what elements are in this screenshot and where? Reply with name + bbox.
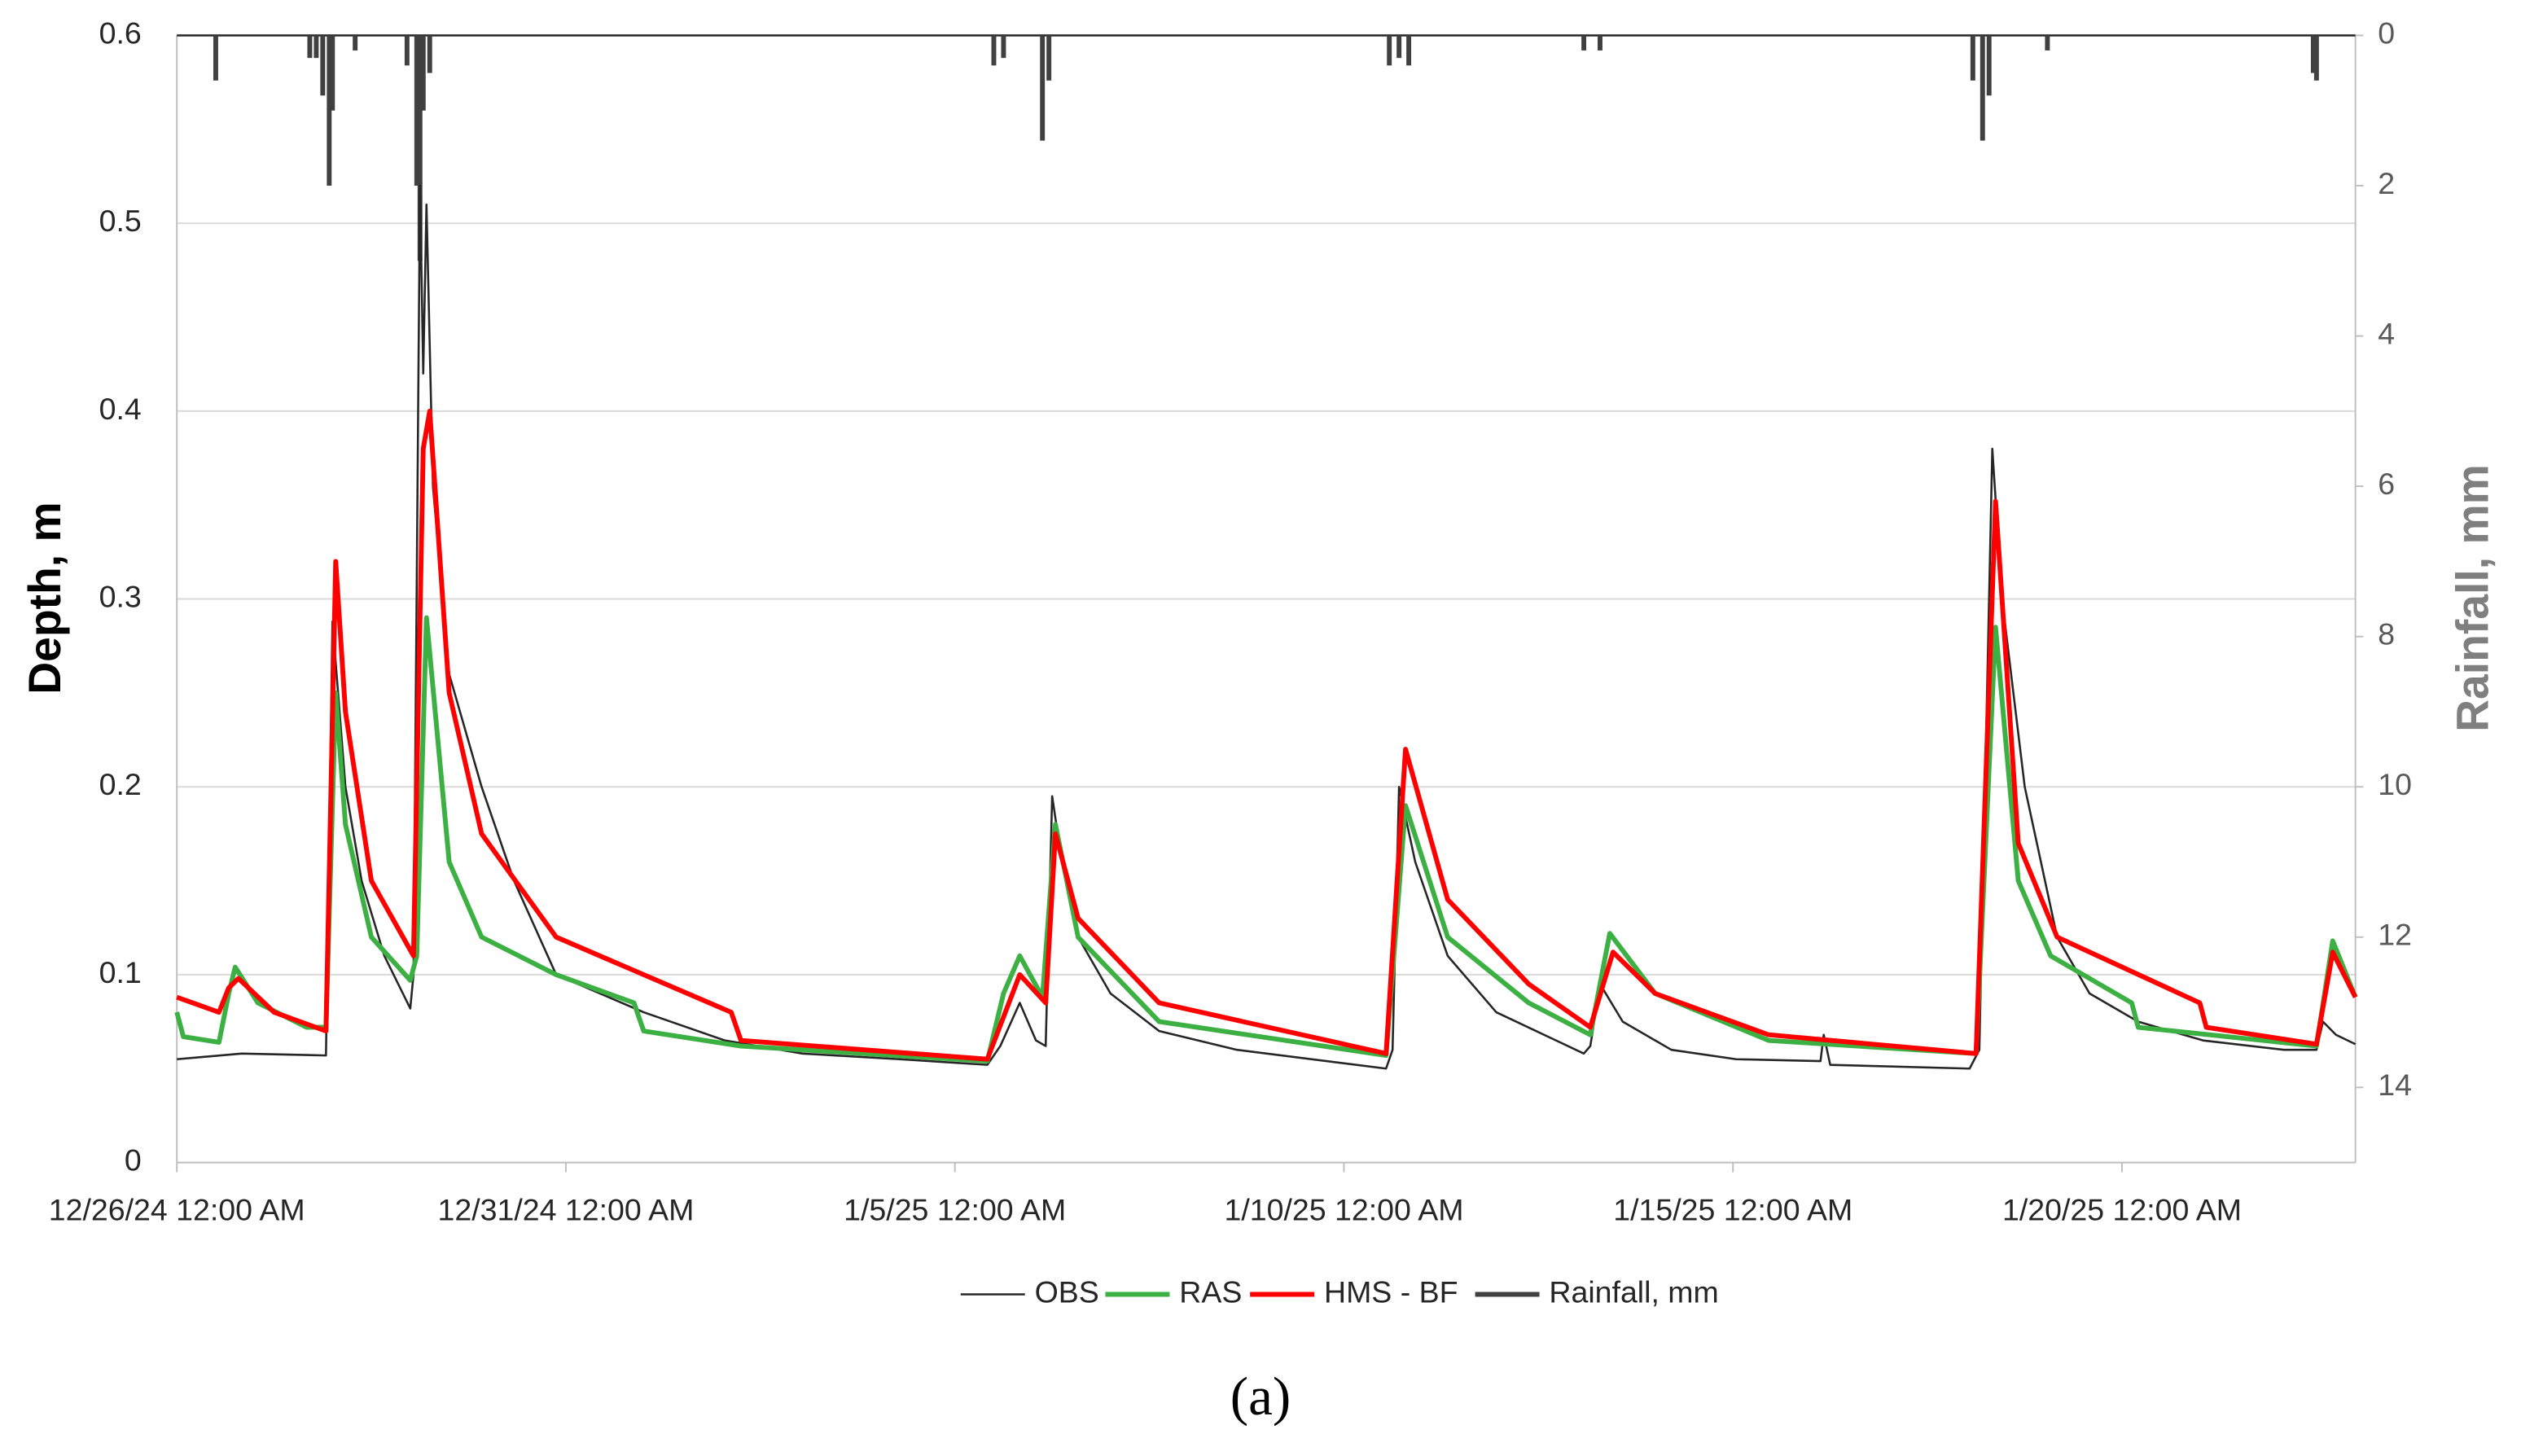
rain-bar [313, 35, 319, 59]
rain-bar [414, 35, 419, 186]
rain-bar [327, 35, 332, 186]
x-tick-label: 1/15/25 12:00 AM [1613, 1193, 1852, 1227]
rain-bar [213, 35, 218, 81]
y2-tick-label: 6 [2378, 467, 2395, 501]
rain-bar [1387, 35, 1392, 66]
rain-bar [417, 35, 423, 261]
rain-bar [353, 35, 358, 50]
rain-bar [330, 35, 335, 111]
rain-bar [1046, 35, 1052, 81]
rain-bar [1406, 35, 1412, 66]
legend-label: HMS - BF [1324, 1274, 1458, 1309]
y-tick-label: 0.5 [99, 204, 142, 238]
rain-bar [420, 35, 426, 111]
legend-label: OBS [1035, 1274, 1099, 1309]
rain-bar [2045, 35, 2050, 50]
rain-bar [1980, 35, 1985, 141]
rain-bar [991, 35, 997, 66]
rain-bar [1598, 35, 1602, 50]
y-tick-label: 0.1 [99, 955, 142, 989]
rain-bar [1396, 35, 1402, 59]
rain-bar [427, 35, 432, 73]
rain-bar [307, 35, 313, 59]
legend-label: Rainfall, mm [1549, 1274, 1718, 1309]
y2-tick-label: 10 [2378, 767, 2412, 801]
x-tick-label: 1/20/25 12:00 AM [2002, 1193, 2242, 1227]
y2-tick-label: 0 [2378, 15, 2395, 50]
y-tick-label: 0.3 [99, 579, 142, 613]
y-axis-title: Depth, m [20, 502, 70, 694]
rain-bar [2310, 35, 2316, 73]
rain-bar [1040, 35, 1046, 141]
y2-axis-title: Rainfall, mm [2447, 464, 2497, 732]
x-tick-label: 12/26/24 12:00 AM [49, 1193, 305, 1227]
x-tick-label: 1/10/25 12:00 AM [1224, 1193, 1463, 1227]
y2-tick-label: 14 [2378, 1068, 2412, 1102]
rain-bar [2313, 35, 2319, 81]
x-tick-label: 12/31/24 12:00 AM [438, 1193, 695, 1227]
rain-bar [1581, 35, 1587, 50]
rain-bar [1970, 35, 1975, 81]
y-tick-label: 0 [125, 1143, 142, 1178]
caption: (a) [1230, 1366, 1291, 1427]
rain-bar [1986, 35, 1992, 96]
y-tick-label: 0.4 [99, 392, 142, 426]
rain-bar [320, 35, 326, 96]
rain-bar [1001, 35, 1006, 59]
y2-tick-label: 12 [2378, 918, 2412, 952]
series-line [177, 184, 2357, 1070]
series-line [176, 408, 2358, 1062]
y2-tick-label: 4 [2378, 316, 2395, 350]
y2-tick-label: 8 [2378, 617, 2395, 651]
y2-tick-label: 2 [2378, 166, 2395, 200]
rain-bar [404, 35, 410, 66]
series-line [174, 615, 2358, 1063]
legend-label: RAS [1179, 1274, 1242, 1309]
x-tick-label: 1/5/25 12:00 AM [844, 1193, 1066, 1227]
y-tick-label: 0.6 [99, 15, 142, 50]
y-tick-label: 0.2 [99, 767, 142, 801]
